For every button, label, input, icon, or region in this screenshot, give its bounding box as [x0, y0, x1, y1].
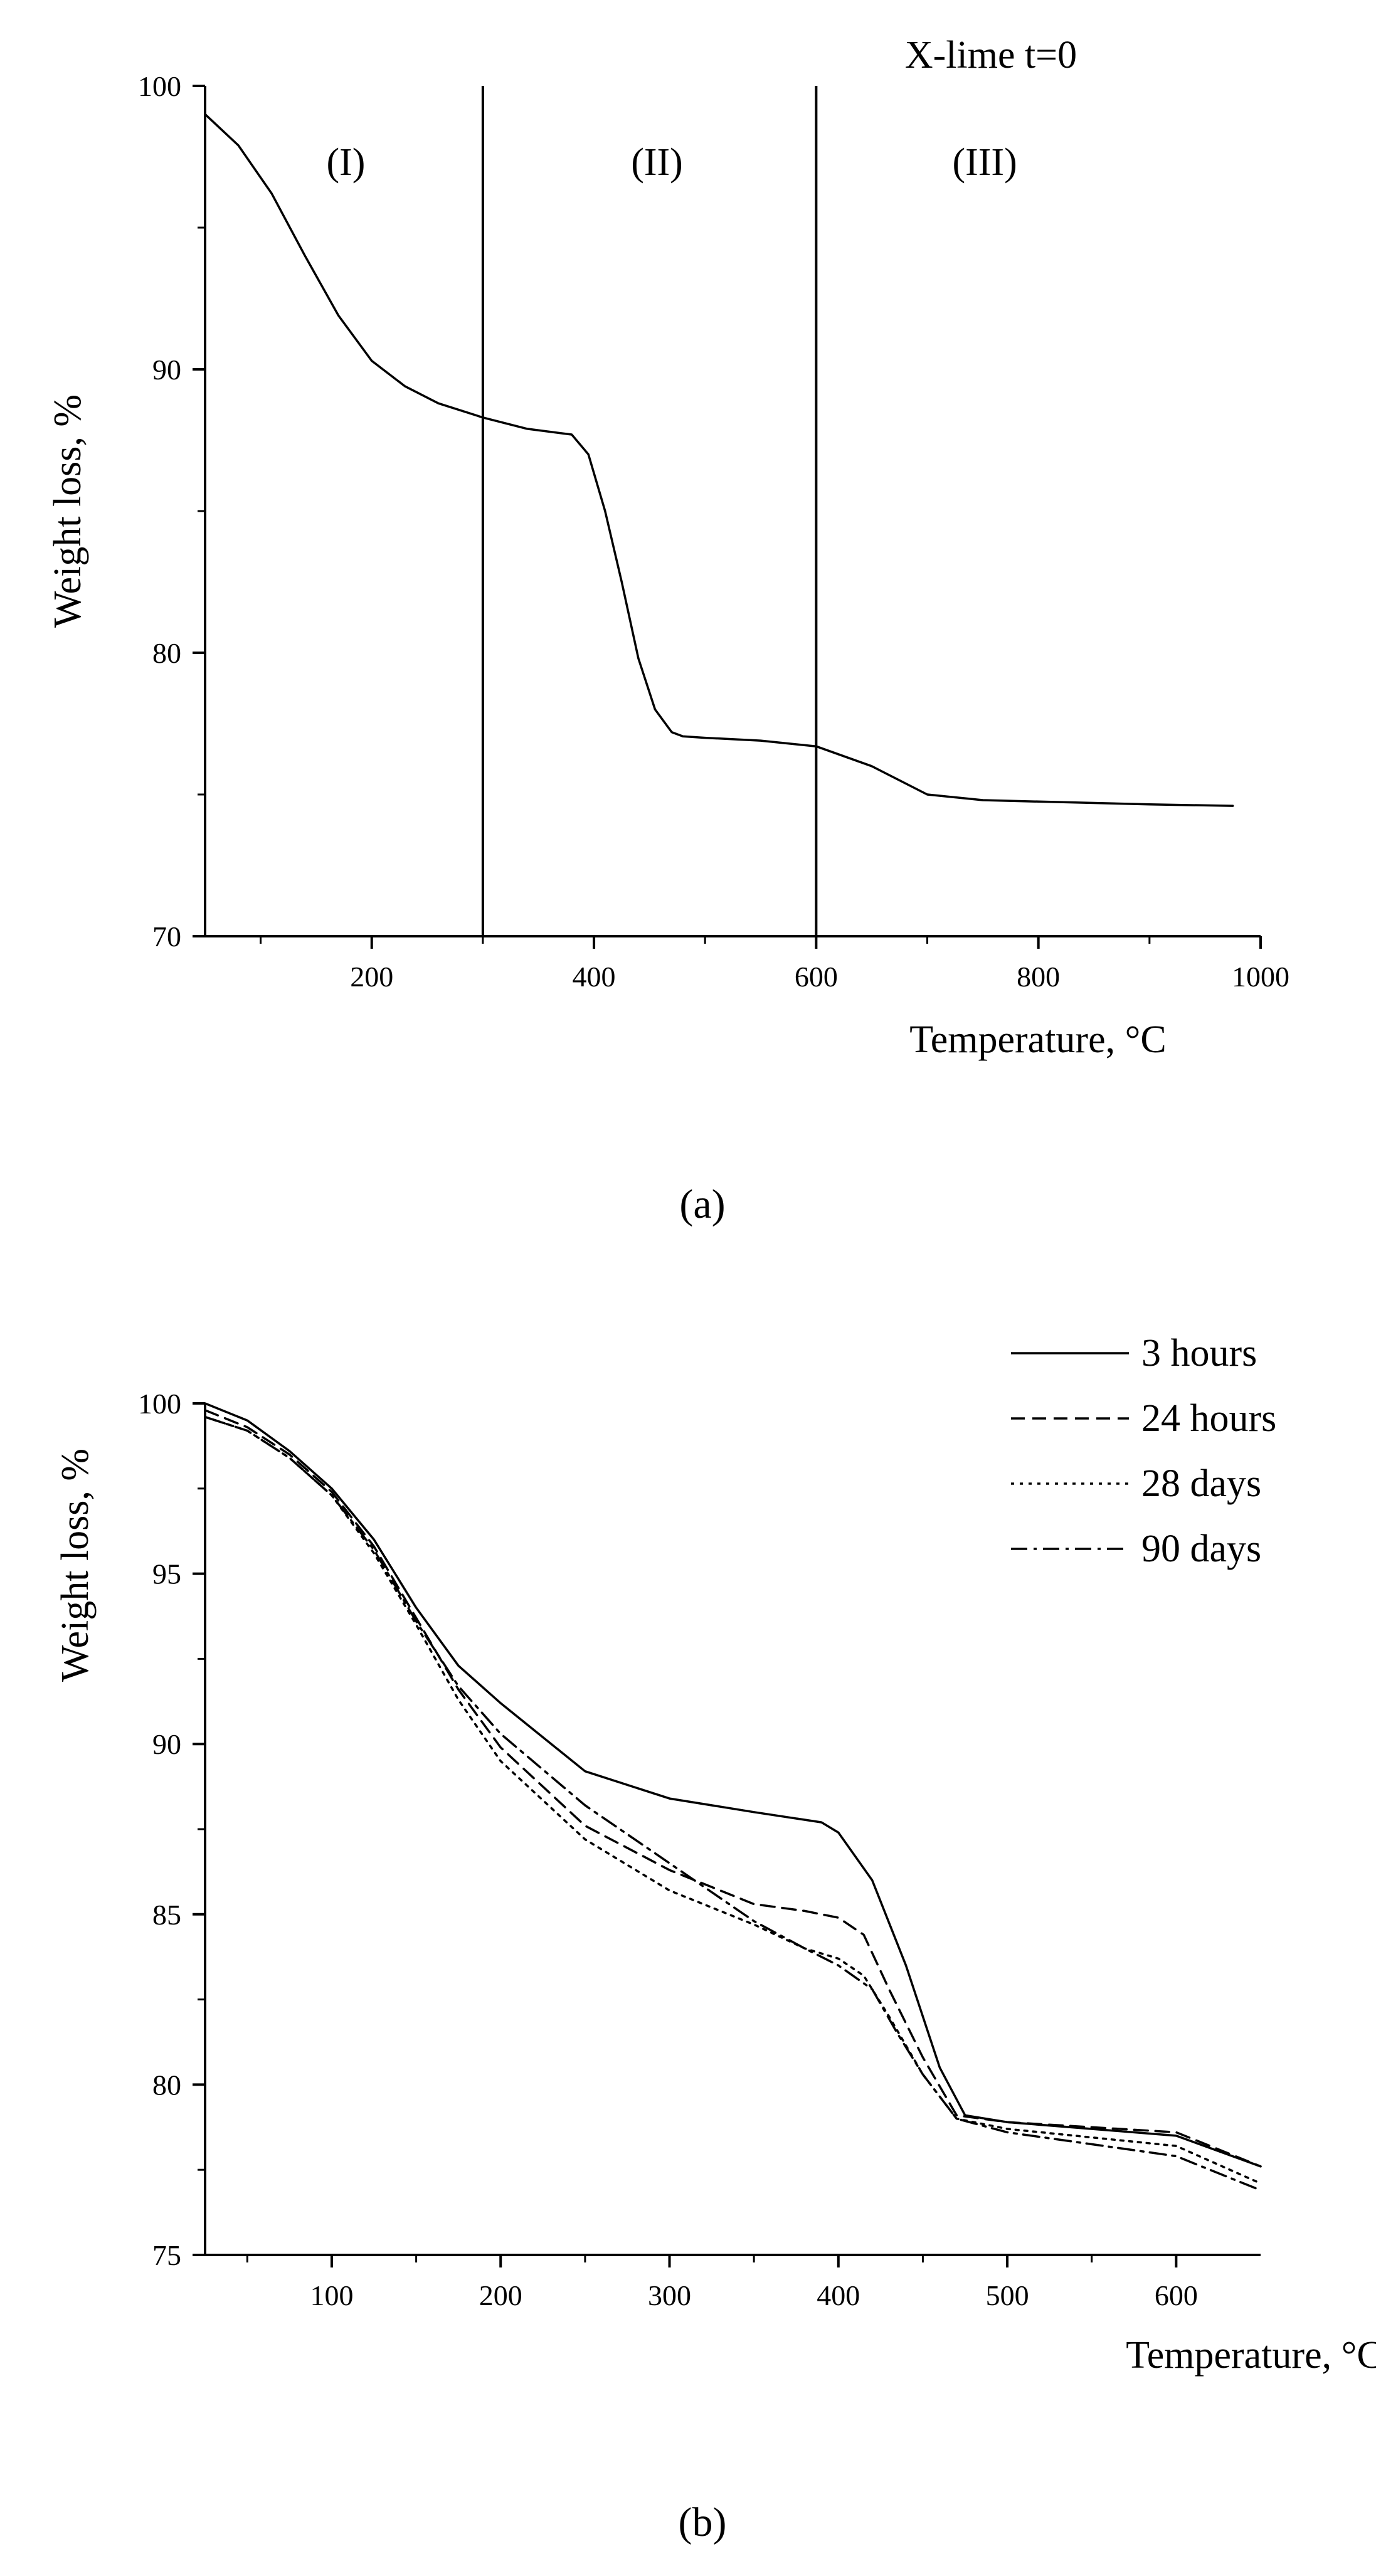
- series-line-x-lime-t=0: [204, 113, 1234, 807]
- panel-b-x-tick-label: 500: [986, 2279, 1029, 2311]
- panel-a-x-tick-label: 800: [1017, 961, 1060, 993]
- panel-a-y-tick-label: 80: [152, 637, 181, 669]
- series-line-24-hours: [204, 1409, 1262, 2168]
- panel-b-x-tick-label: 200: [479, 2279, 522, 2311]
- panel-b-y-axis-title: Weight loss, %: [54, 1449, 97, 1682]
- panel-b-x-tick-label: 600: [1155, 2279, 1198, 2311]
- panel-b-y-tick-label: 90: [152, 1728, 181, 1760]
- legend-label-24-hours: 24 hours: [1141, 1397, 1276, 1440]
- legend-label-28-days: 28 days: [1141, 1462, 1261, 1505]
- panel-b-y-tick-label: 95: [152, 1558, 181, 1590]
- panel-a-x-tick-label: 400: [573, 961, 616, 993]
- panel-a-caption: (a): [679, 1181, 725, 1227]
- legend-label-90-days: 90 days: [1141, 1528, 1261, 1570]
- panel-a-region-label: (I): [326, 141, 365, 184]
- panel-b-x-tick-label: 400: [817, 2279, 860, 2311]
- panel-a-y-axis-title: Weight loss, %: [46, 394, 89, 628]
- panel-a-x-tick-label: 1000: [1232, 961, 1289, 993]
- panel-b-x-tick-label: 100: [310, 2279, 353, 2311]
- panel-a-chart-title: X-lime t=0: [905, 34, 1077, 77]
- panel-a-x-tick-label: 200: [350, 961, 393, 993]
- panel-a-y-tick-label: 100: [138, 70, 181, 102]
- panel-b-y-tick-label: 85: [152, 1899, 181, 1931]
- legend-label-3-hours: 3 hours: [1141, 1332, 1257, 1375]
- panel-b-y-tick-label: 75: [152, 2239, 181, 2271]
- series-line-28-days: [204, 1415, 1262, 2185]
- panel-a-y-tick-label: 90: [152, 354, 181, 386]
- panel-a-x-tick-label: 600: [795, 961, 838, 993]
- panel-b-y-tick-label: 80: [152, 2069, 181, 2101]
- series-line-3-hours: [204, 1402, 1262, 2168]
- panel-b-chart: 100 200 300 400 500 600 75 80 85 90 95 100 Temperatu…: [54, 1332, 1376, 2377]
- panel-a-x-axis-title: Temperature, °C: [909, 1018, 1167, 1061]
- panel-b-caption: (b): [679, 2499, 727, 2545]
- panel-a-chart: 200 400 600 800 1000 70 80 90 100 Temperature, °C…: [46, 34, 1289, 1061]
- panel-a-region-label: (III): [952, 141, 1017, 184]
- panel-b-x-tick-label: 300: [648, 2279, 691, 2311]
- panel-a-region-label: (II): [631, 141, 683, 184]
- panel-a-y-tick-label: 70: [152, 921, 181, 953]
- series-line-90-days: [204, 1415, 1262, 2192]
- panel-b-y-tick-label: 100: [138, 1388, 181, 1420]
- panel-b-x-axis-title: Temperature, °C: [1126, 2334, 1376, 2377]
